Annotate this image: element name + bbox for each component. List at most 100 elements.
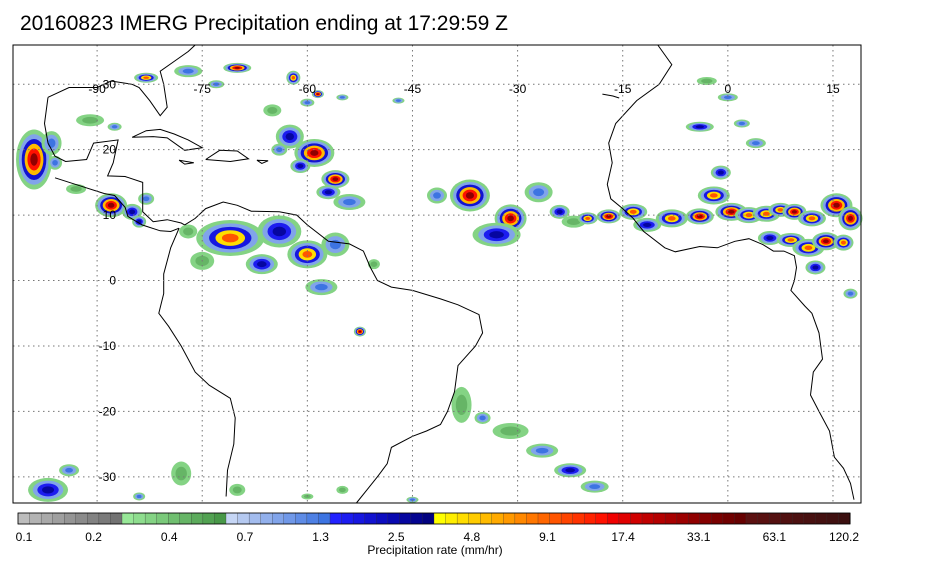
precip-cell	[182, 68, 194, 74]
coastline-jamaica	[178, 159, 194, 165]
precip-cell	[585, 216, 591, 220]
precip-cell	[410, 498, 415, 501]
colorbar-swatch	[745, 512, 759, 525]
precip-cell	[221, 233, 239, 243]
precip-cell	[823, 239, 829, 244]
precip-cell	[297, 163, 304, 169]
precip-cell	[315, 283, 328, 291]
latitude-label: -10	[99, 339, 117, 353]
precip-cell	[455, 394, 468, 416]
precip-cell	[728, 209, 735, 214]
latitude-label: 0	[109, 274, 116, 288]
colorbar-swatch	[121, 512, 135, 525]
precip-cell	[339, 96, 345, 99]
colorbar-tick-label: 0.2	[85, 530, 102, 544]
colorbar-swatch	[607, 512, 620, 525]
colorbar-swatch	[98, 512, 111, 525]
colorbar	[17, 512, 851, 525]
colorbar-swatch	[52, 512, 65, 525]
colorbar-swatch	[40, 512, 54, 525]
colorbar-swatch	[572, 512, 585, 525]
coastline-north-america	[47, 44, 196, 117]
precip-cell	[840, 240, 846, 245]
colorbar-swatch	[537, 512, 551, 525]
colorbar-swatch	[364, 512, 377, 525]
longitude-label: 0	[724, 82, 731, 96]
coastline-central-america-pacific	[54, 177, 180, 233]
precip-cell	[338, 487, 346, 493]
colorbar-swatch	[445, 512, 458, 525]
colorbar-swatch	[179, 512, 192, 525]
colorbar-swatch	[214, 512, 227, 525]
colorbar-swatch	[491, 512, 504, 525]
colorbar-swatch	[352, 512, 366, 525]
colorbar-swatch	[711, 512, 724, 525]
colorbar-swatch	[272, 512, 285, 525]
colorbar-swatch	[168, 512, 181, 525]
precip-cell	[717, 170, 724, 175]
colorbar-swatch	[341, 512, 354, 525]
colorbar-swatch	[156, 512, 169, 525]
colorbar-swatch	[503, 512, 516, 525]
colorbar-swatch	[191, 512, 204, 525]
precip-cell	[256, 261, 267, 268]
precip-cell	[143, 76, 150, 79]
precipitation-layer	[16, 62, 863, 503]
precip-cell	[847, 291, 854, 296]
precip-cell	[42, 486, 55, 494]
precip-cell	[738, 121, 746, 126]
colorbar-swatch	[376, 512, 389, 525]
precip-cell	[310, 150, 319, 156]
colorbar-tick-label: 33.1	[687, 530, 711, 544]
coastline-africa	[606, 44, 855, 500]
longitude-label: -60	[299, 82, 317, 96]
precip-cell	[30, 153, 38, 166]
coastline-south-america	[184, 201, 484, 504]
precip-cell	[291, 76, 296, 80]
precip-cell	[589, 484, 601, 490]
precip-cell	[316, 93, 320, 95]
longitude-label: -15	[614, 82, 632, 96]
precip-cell	[791, 210, 797, 214]
graticule	[13, 45, 861, 503]
colorbar-swatch	[526, 512, 539, 525]
coastline-central-america	[43, 97, 185, 226]
colorbar-frame	[17, 512, 851, 525]
precip-cell	[65, 467, 73, 473]
precip-cell	[787, 238, 795, 242]
colorbar-tick-label: 120.2	[828, 530, 860, 544]
colorbar-swatch	[295, 512, 308, 525]
precip-cell	[500, 426, 521, 436]
map-frame	[12, 44, 862, 504]
colorbar-tick-label: 1.3	[312, 530, 329, 544]
colorbar-swatch	[87, 512, 100, 525]
colorbar-swatch	[641, 512, 655, 525]
precip-cell	[136, 494, 142, 499]
colorbar-swatch	[815, 512, 828, 525]
colorbar-swatch	[64, 512, 77, 525]
latitude-label: -30	[99, 470, 117, 484]
colorbar-swatch	[329, 512, 343, 525]
colorbar-tick-label: 9.1	[539, 530, 556, 544]
colorbar-swatch	[318, 512, 331, 525]
colorbar-swatch	[202, 512, 215, 525]
precip-cell	[272, 226, 287, 237]
colorbar-swatch	[480, 512, 493, 525]
colorbar-swatch	[410, 512, 424, 525]
precip-cell	[629, 209, 637, 214]
precip-cell	[175, 466, 187, 481]
colorbar-tick-label: 63.1	[762, 530, 787, 544]
colorbar-tick-label: 17.4	[611, 530, 635, 544]
precip-cell	[535, 447, 549, 454]
precip-cell	[234, 66, 241, 69]
colorbar-swatch	[456, 512, 470, 525]
colorbar-swatch	[722, 512, 736, 525]
precip-cell	[489, 231, 504, 239]
colorbar-swatch	[630, 512, 643, 525]
precip-cell	[213, 82, 220, 86]
precip-cell	[47, 138, 56, 148]
coastline-south-america-pacific	[158, 228, 236, 497]
precip-cell	[643, 222, 652, 228]
precip-cell	[324, 190, 332, 195]
